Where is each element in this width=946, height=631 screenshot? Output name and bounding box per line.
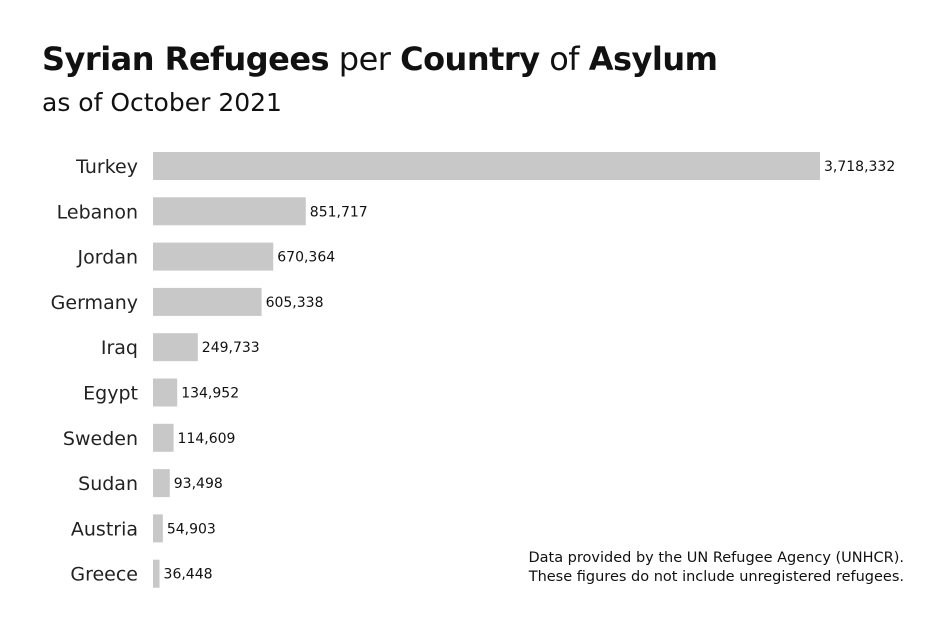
source-note: Data provided by the UN Refugee Agency (… [528, 549, 904, 587]
value-label: 36,448 [164, 567, 213, 583]
category-label: Lebanon [57, 201, 138, 223]
value-label: 93,498 [174, 476, 223, 492]
bar-greece [153, 559, 160, 588]
bar-egypt [153, 378, 178, 407]
bar-germany [153, 287, 262, 316]
title-part: of [539, 40, 589, 78]
category-label: Egypt [83, 383, 138, 405]
bar-austria [153, 514, 163, 543]
bar-turkey [153, 152, 820, 180]
value-label: 851,717 [310, 204, 368, 220]
bar-sudan [153, 469, 170, 498]
value-label: 134,952 [181, 386, 239, 402]
bar-jordan [153, 242, 274, 271]
value-label: 605,338 [266, 295, 324, 311]
category-label: Jordan [77, 247, 138, 269]
category-label: Sudan [78, 473, 138, 495]
value-label: 114,609 [178, 431, 236, 447]
bar-lebanon [153, 197, 306, 226]
chart-title: Syrian Refugees per Country of Asylum [42, 40, 718, 78]
source-note-line: Data provided by the UN Refugee Agency (… [528, 550, 904, 566]
title-part: Syrian Refugees [42, 40, 330, 78]
title-part: per [329, 40, 401, 78]
value-label: 670,364 [277, 250, 335, 266]
category-label: Greece [70, 564, 138, 586]
category-label: Austria [71, 518, 138, 540]
source-note-line: These figures do not include unregistere… [528, 569, 904, 585]
bar-sweden [153, 423, 174, 452]
title-part: Country [400, 40, 540, 78]
value-label: 3,718,332 [824, 159, 895, 175]
title-part: Asylum [588, 40, 718, 78]
category-label: Sweden [63, 428, 138, 450]
category-label: Iraq [101, 337, 138, 359]
value-label: 54,903 [167, 521, 216, 537]
chart-subtitle: as of October 2021 [42, 88, 282, 117]
bar-iraq [153, 333, 198, 362]
category-label: Germany [51, 292, 138, 314]
value-label: 249,733 [202, 340, 260, 356]
category-label: Turkey [75, 156, 138, 178]
